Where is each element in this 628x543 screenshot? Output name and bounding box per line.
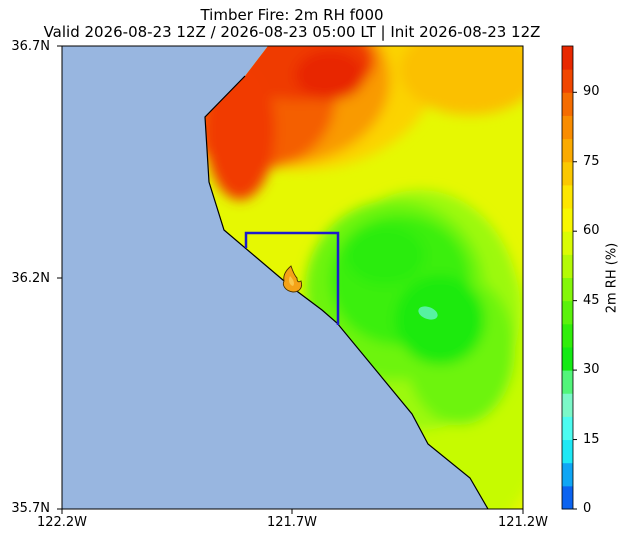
coastline bbox=[204, 75, 489, 510]
colorbar-segment bbox=[562, 161, 573, 186]
colorbar-segment bbox=[562, 346, 573, 371]
colorbar-tick-label: 75 bbox=[583, 153, 600, 169]
colorbar-segment bbox=[562, 277, 573, 302]
fire-icon bbox=[282, 265, 303, 293]
lat-label-mid: 36.2N bbox=[11, 271, 50, 286]
colorbar-segment bbox=[562, 254, 573, 278]
map-title: Timber Fire: 2m RH f000 bbox=[200, 6, 384, 24]
lon-label-mid: 121.7W bbox=[266, 515, 318, 530]
colorbar-frame bbox=[561, 45, 574, 510]
lon-label-right: 121.2W bbox=[497, 515, 549, 530]
colorbar-segment bbox=[562, 485, 573, 510]
colorbar-tick-label: 90 bbox=[583, 84, 600, 100]
colorbar-segment bbox=[562, 115, 573, 140]
colorbar-segment bbox=[562, 393, 573, 417]
colorbar-tick-label: 60 bbox=[583, 223, 600, 239]
colorbar-label: 2m RH (%) bbox=[604, 242, 620, 314]
colorbar-segment bbox=[562, 46, 573, 70]
colorbar-tick-label: 45 bbox=[583, 292, 600, 308]
lat-label-bottom: 35.7N bbox=[11, 501, 50, 516]
colorbar-ticks bbox=[573, 91, 577, 510]
lon-label-left: 122.2W bbox=[36, 515, 88, 530]
colorbar-tick-label: 15 bbox=[583, 431, 600, 447]
colorbar-segment bbox=[562, 208, 573, 232]
map-subtitle: Valid 2026-08-23 12Z / 2026-08-23 05:00 … bbox=[43, 23, 541, 41]
colorbar-tick-label: 30 bbox=[583, 362, 600, 378]
colorbar-segment bbox=[562, 69, 573, 93]
domain-box bbox=[244, 231, 340, 325]
colorbar-tick-label: 0 bbox=[583, 501, 592, 516]
colorbar-segment bbox=[562, 184, 573, 209]
colorbar-segment bbox=[562, 231, 573, 255]
colorbar-segment bbox=[562, 370, 573, 394]
colorbar-segment bbox=[562, 300, 573, 325]
colorbar-segment bbox=[562, 92, 573, 116]
colorbar bbox=[562, 46, 573, 510]
colorbar-segment bbox=[562, 323, 573, 348]
axis-ticks bbox=[57, 45, 524, 514]
colorbar-segment bbox=[562, 439, 573, 464]
colorbar-segment bbox=[562, 138, 573, 163]
colorbar-segment bbox=[562, 416, 573, 441]
lat-label-top: 36.7N bbox=[11, 39, 50, 54]
colorbar-segment bbox=[562, 462, 573, 487]
